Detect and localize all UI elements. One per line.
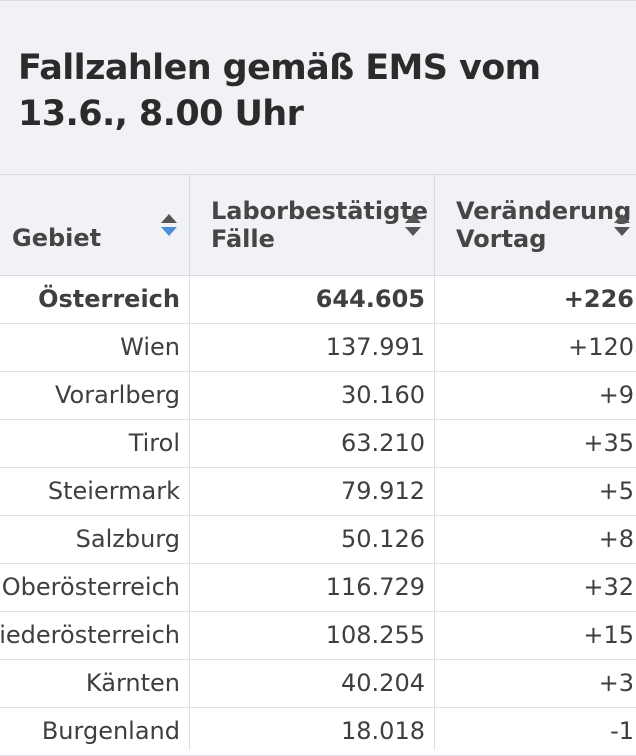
column-label-faelle-line1: Laborbestätigte (211, 197, 429, 225)
cell-cases: 30.160 (341, 381, 425, 409)
cell-cases: 108.255 (325, 621, 425, 649)
cell-change: +226 (563, 285, 634, 313)
table-row: Niederösterreich 108.255 +15 (0, 612, 636, 660)
cell-cases: 50.126 (341, 525, 425, 553)
title-panel: Fallzahlen gemäß EMS vom 13.6., 8.00 Uhr (0, 0, 636, 174)
cell-region: Salzburg (75, 525, 180, 553)
table-row: Oberösterreich 116.729 +32 (0, 564, 636, 612)
table-row: Wien 137.991 +120 (0, 324, 636, 372)
cell-cases: 137.991 (325, 333, 425, 361)
cell-change: +9 (598, 381, 634, 409)
cell-region: Burgenland (41, 717, 180, 745)
table-row: Tirol 63.210 +35 (0, 420, 636, 468)
column-label-gebiet: Gebiet (12, 224, 102, 252)
cell-change: +3 (598, 669, 634, 697)
cell-region: Vorarlberg (54, 381, 180, 409)
cell-change: +15 (583, 621, 634, 649)
sort-icon[interactable] (614, 214, 630, 238)
cell-region: Österreich (38, 285, 180, 313)
cell-change: +8 (598, 525, 634, 553)
cell-change: -1 (610, 717, 634, 745)
table-row: Steiermark 79.912 +5 (0, 468, 636, 516)
column-label-faelle-line2: Fälle (211, 225, 275, 253)
column-header-faelle[interactable]: Laborbestätigte Fälle (211, 175, 433, 275)
column-label-veraenderung-line1: Veränderung (456, 197, 632, 225)
cell-region: Oberösterreich (1, 573, 180, 601)
column-label-veraenderung-line2: Vortag (456, 225, 547, 253)
cell-cases: 63.210 (341, 429, 425, 457)
cell-change: +120 (568, 333, 634, 361)
table-body: Österreich 644.605 +226 Wien 137.991 +12… (0, 276, 636, 756)
cell-change: +35 (583, 429, 634, 457)
cell-region: Kärnten (85, 669, 180, 697)
column-header-gebiet[interactable]: Gebiet (12, 175, 188, 275)
cell-cases: 79.912 (341, 477, 425, 505)
table-row: Burgenland 18.018 -1 (0, 708, 636, 756)
cell-cases: 116.729 (325, 573, 425, 601)
cell-cases: 18.018 (341, 717, 425, 745)
cell-cases: 644.605 (315, 285, 425, 313)
table-row: Kärnten 40.204 +3 (0, 660, 636, 708)
table-row: Salzburg 50.126 +8 (0, 516, 636, 564)
table-header: Gebiet Laborbestätigte Fälle Veränderung… (0, 174, 636, 276)
cell-change: +5 (598, 477, 634, 505)
cell-cases: 40.204 (341, 669, 425, 697)
cell-region: Niederösterreich (0, 621, 180, 649)
column-header-veraenderung[interactable]: Veränderung Vortag (456, 175, 636, 275)
table-row: Österreich 644.605 +226 (0, 276, 636, 324)
cell-region: Tirol (128, 429, 180, 457)
column-divider (434, 174, 435, 750)
table-row: Vorarlberg 30.160 +9 (0, 372, 636, 420)
table-title: Fallzahlen gemäß EMS vom 13.6., 8.00 Uhr (18, 48, 541, 134)
column-divider (189, 174, 190, 750)
cell-region: Steiermark (47, 477, 180, 505)
cell-region: Wien (120, 333, 180, 361)
cell-change: +32 (583, 573, 634, 601)
sort-icon[interactable] (405, 214, 421, 238)
sort-ascending-icon[interactable] (161, 214, 177, 238)
